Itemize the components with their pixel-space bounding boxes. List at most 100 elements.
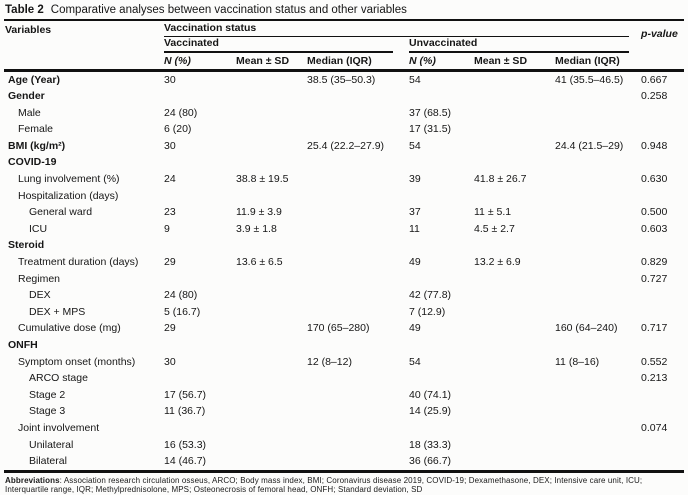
cell-vn: 9 bbox=[164, 222, 170, 235]
cell-umedian bbox=[551, 237, 637, 254]
cell-p bbox=[637, 105, 684, 122]
cell-vmean bbox=[232, 437, 303, 454]
cell-umedian bbox=[551, 403, 637, 420]
cell-umean bbox=[470, 121, 551, 138]
row-label: Age (Year) bbox=[8, 73, 60, 86]
cell-un bbox=[405, 237, 470, 254]
cell-p bbox=[637, 437, 684, 454]
cell-vmedian bbox=[303, 188, 405, 205]
cell-vmedian bbox=[303, 271, 405, 288]
cell-vmean bbox=[232, 320, 303, 337]
cell-p: 0.829 bbox=[641, 256, 668, 269]
cell-vn: 23 bbox=[164, 206, 176, 219]
cell-vn: 24 bbox=[164, 173, 176, 186]
cell-umean bbox=[470, 403, 551, 420]
cell-vmedian bbox=[303, 121, 405, 138]
cell-umedian bbox=[551, 387, 637, 404]
cell-p bbox=[637, 154, 684, 171]
cell-vn: 30 bbox=[164, 355, 176, 368]
cell-vmedian bbox=[303, 453, 405, 471]
table-row: ARCO stage 0.213 bbox=[4, 370, 684, 387]
cell-vmedian bbox=[303, 154, 405, 171]
header-unvaccinated-label: Unvaccinated bbox=[409, 37, 630, 53]
cell-umedian bbox=[551, 171, 637, 188]
cell-umedian: 11 (8–16) bbox=[555, 355, 600, 368]
row-label: ONFH bbox=[8, 339, 38, 351]
row-label: Stage 3 bbox=[29, 405, 66, 418]
cell-umedian bbox=[551, 271, 637, 288]
header-vaccination-status-label: Vaccination status bbox=[164, 21, 630, 37]
cell-un: 37 (68.5) bbox=[409, 106, 452, 119]
cell-umedian: 41 (35.5–46.5) bbox=[555, 73, 624, 86]
cell-umedian bbox=[551, 420, 637, 437]
row-label: Treatment duration (days) bbox=[18, 256, 139, 269]
cell-vmean bbox=[232, 420, 303, 437]
cell-vmedian bbox=[303, 337, 405, 354]
cell-p: 0.717 bbox=[641, 322, 668, 335]
cell-vmedian bbox=[303, 237, 405, 254]
abbreviations-text: : Association research circulation osseu… bbox=[5, 475, 643, 495]
table-row: ONFH bbox=[4, 337, 684, 354]
cell-umedian bbox=[551, 370, 637, 387]
table-row: Steroid bbox=[4, 237, 684, 254]
header-vaccinated-mean: Mean ± SD bbox=[232, 53, 303, 72]
cell-umedian bbox=[551, 453, 637, 471]
row-label: BMI (kg/m²) bbox=[8, 139, 66, 152]
table-row: Stage 3 11 (36.7) 14 (25.9) bbox=[4, 403, 684, 420]
table-row: ICU 9 3.9 ± 1.8 11 4.5 ± 2.7 0.603 bbox=[4, 221, 684, 238]
cell-umedian bbox=[551, 121, 637, 138]
cell-vmedian: 12 (8–12) bbox=[307, 355, 352, 368]
cell-un: 11 bbox=[409, 222, 420, 235]
cell-un bbox=[405, 420, 470, 437]
cell-vn bbox=[160, 370, 232, 387]
cell-vmedian bbox=[303, 370, 405, 387]
cell-umean bbox=[470, 188, 551, 205]
cell-vn: 16 (53.3) bbox=[164, 438, 207, 451]
cell-vmedian bbox=[303, 403, 405, 420]
cell-vmedian bbox=[303, 287, 405, 304]
table-row: Cumulative dose (mg) 29 170 (65–280) 49 160 … bbox=[4, 320, 684, 337]
cell-p: 0.630 bbox=[641, 173, 668, 186]
cell-p: 0.258 bbox=[641, 90, 668, 103]
cell-un: 39 bbox=[409, 173, 421, 186]
cell-vmean bbox=[232, 138, 303, 155]
row-label: Hospitalization (days) bbox=[18, 189, 119, 202]
table-row: Treatment duration (days) 29 13.6 ± 6.5 49 1… bbox=[4, 254, 684, 271]
cell-un bbox=[405, 370, 470, 387]
cell-p: 0.667 bbox=[641, 73, 668, 86]
cell-vmean: 3.9 ± 1.8 bbox=[236, 222, 277, 235]
cell-vmedian bbox=[303, 171, 405, 188]
cell-un bbox=[405, 154, 470, 171]
cell-umedian bbox=[551, 154, 637, 171]
cell-umedian bbox=[551, 188, 637, 205]
cell-un bbox=[405, 337, 470, 354]
cell-vn bbox=[160, 188, 232, 205]
cell-p bbox=[637, 337, 684, 354]
cell-vn: 6 (20) bbox=[164, 123, 192, 136]
cell-vmedian bbox=[303, 204, 405, 221]
cell-vmedian bbox=[303, 420, 405, 437]
row-label: Lung involvement (%) bbox=[18, 173, 120, 186]
cell-vmedian bbox=[303, 221, 405, 238]
cell-umean bbox=[470, 387, 551, 404]
cell-vn: 30 bbox=[164, 73, 176, 86]
cell-umedian: 24.4 (21.5–29) bbox=[555, 139, 624, 152]
cell-vn bbox=[160, 271, 232, 288]
row-label: Gender bbox=[8, 90, 45, 103]
cell-vn bbox=[160, 237, 232, 254]
row-label: Regimen bbox=[18, 272, 61, 285]
cell-umean bbox=[470, 370, 551, 387]
cell-umean bbox=[470, 304, 551, 321]
row-label: Joint involvement bbox=[18, 421, 100, 434]
cell-umedian bbox=[551, 221, 637, 238]
cell-vn: 11 (36.7) bbox=[164, 405, 206, 418]
cell-vn bbox=[160, 337, 232, 354]
cell-vmedian: 25.4 (22.2–27.9) bbox=[307, 139, 385, 152]
cell-umean bbox=[470, 138, 551, 155]
table-row: Lung involvement (%) 24 38.8 ± 19.5 39 41.8 … bbox=[4, 171, 684, 188]
cell-un: 17 (31.5) bbox=[409, 123, 452, 136]
cell-vn: 29 bbox=[164, 322, 176, 335]
cell-umean bbox=[470, 453, 551, 471]
header-vaccinated-n: N (%) bbox=[160, 53, 232, 72]
cell-vn: 29 bbox=[164, 256, 176, 269]
